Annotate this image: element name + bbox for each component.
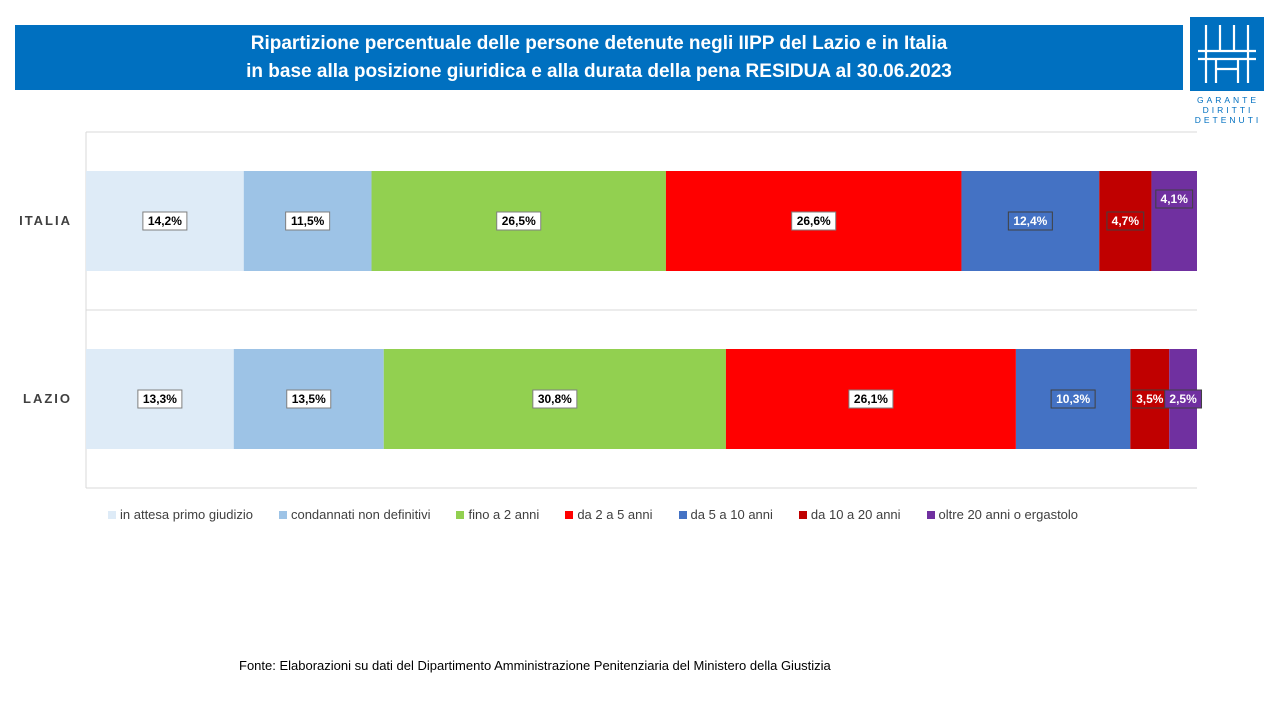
data-label: 3,5% — [1136, 392, 1164, 406]
data-label: 10,3% — [1056, 392, 1090, 406]
chart-legend: in attesa primo giudizio condannati non d… — [108, 507, 1104, 522]
data-label: 26,6% — [797, 214, 831, 228]
data-label: 4,7% — [1112, 214, 1140, 228]
legend-item: da 2 a 5 anni — [565, 507, 653, 522]
data-label: 4,1% — [1161, 192, 1189, 206]
data-label-box — [532, 389, 578, 409]
legend-label: oltre 20 anni o ergastolo — [938, 507, 1079, 522]
data-label: 13,5% — [292, 392, 326, 406]
legend-swatch — [565, 510, 574, 519]
legend-swatch — [108, 510, 116, 519]
data-label: 26,1% — [854, 392, 888, 406]
data-label-box — [496, 211, 542, 231]
legend-label: da 2 a 5 anni — [577, 507, 653, 522]
logo-mark-icon — [1190, 17, 1264, 91]
data-label-box — [1007, 211, 1053, 231]
logo-text-line2: DIRITTI — [1202, 105, 1254, 115]
data-label-box — [791, 211, 837, 231]
logo-text: GARANTE DIRITTI DETENUTI — [1188, 95, 1268, 125]
legend-label: condannati non definitivi — [290, 507, 431, 522]
data-label: 26,5% — [502, 214, 536, 228]
data-label: 14,2% — [148, 214, 182, 228]
data-label-box — [142, 211, 188, 231]
data-label-box — [1106, 211, 1145, 231]
data-label: 2,5% — [1169, 392, 1197, 406]
legend-label: in attesa primo giudizio — [120, 507, 253, 522]
legend-swatch — [678, 510, 687, 519]
data-label-box — [285, 211, 331, 231]
legend-label: da 5 a 10 anni — [690, 507, 773, 522]
data-label: 11,5% — [291, 214, 325, 228]
data-label-box — [1050, 389, 1096, 409]
data-label-box — [137, 389, 183, 409]
chart-title-line2: in base alla posizione giuridica e alla … — [246, 60, 952, 82]
legend-item: in attesa primo giudizio — [108, 507, 253, 522]
data-label-box — [286, 389, 332, 409]
data-label: 12,4% — [1013, 214, 1047, 228]
y-tick-label: LAZIO — [23, 391, 72, 406]
bar-segment — [1151, 171, 1197, 271]
legend-label: fino a 2 anni — [468, 507, 540, 522]
logo-text-line3: DETENUTI — [1194, 115, 1262, 125]
legend-item: oltre 20 anni o ergastolo — [926, 507, 1079, 522]
stacked-bar-chart: ITALIA 14,2% 11,5% 26,5% 26,6% 12,4% 4,7% 4,1% L… — [19, 131, 1203, 489]
legend-swatch — [926, 510, 935, 519]
garante-logo: GARANTE DIRITTI DETENUTI — [1188, 17, 1268, 127]
logo-text-line1: GARANTE — [1196, 95, 1260, 105]
legend-item: da 10 a 20 anni — [798, 507, 901, 522]
legend-swatch — [798, 510, 807, 519]
data-label-box — [1164, 389, 1203, 409]
title-banner: Ripartizione percentuale delle persone d… — [15, 25, 1183, 90]
legend-item: da 5 a 10 anni — [678, 507, 773, 522]
legend-swatch — [456, 510, 465, 519]
legend-item: fino a 2 anni — [456, 507, 539, 522]
legend-label: da 10 a 20 anni — [810, 507, 901, 522]
data-label: 30,8% — [538, 392, 572, 406]
legend-swatch — [278, 510, 287, 519]
data-label-box — [1155, 189, 1194, 209]
chart-title-line1: Ripartizione percentuale delle persone d… — [250, 32, 948, 54]
source-note: Fonte: Elaborazioni su dati del Dipartim… — [239, 658, 831, 673]
data-label-box — [848, 389, 894, 409]
y-tick-label: ITALIA — [19, 213, 72, 228]
data-label: 13,3% — [143, 392, 177, 406]
legend-item: condannati non definitivi — [278, 507, 431, 522]
